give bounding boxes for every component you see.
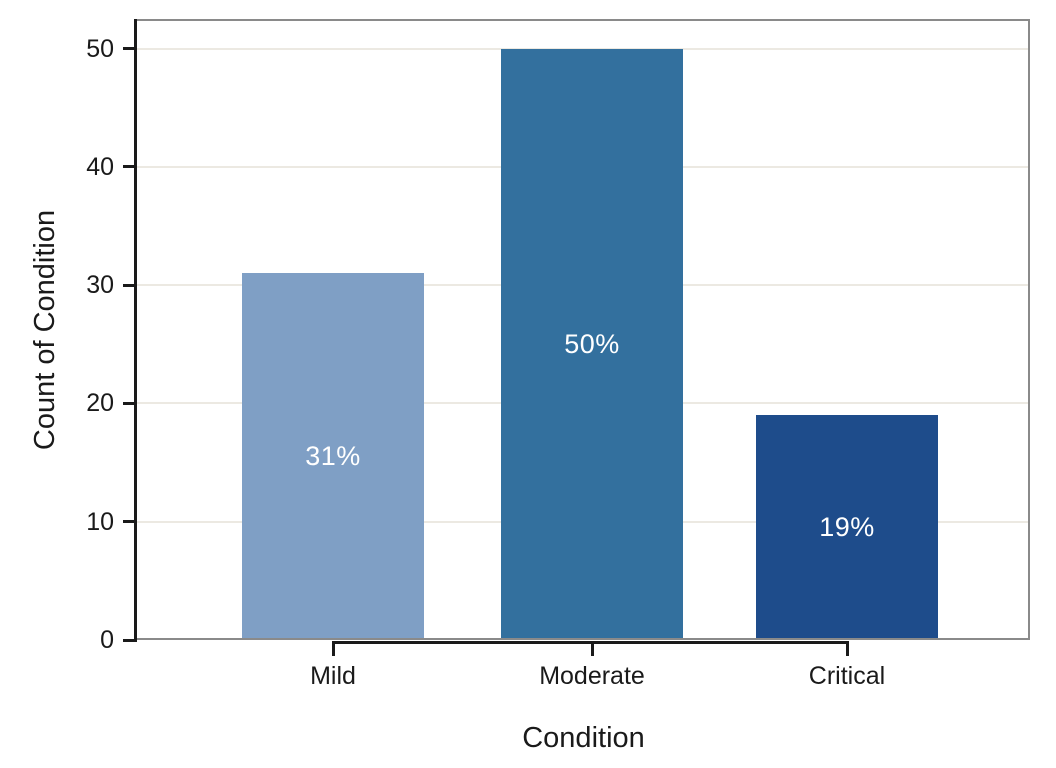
y-axis-line (134, 19, 137, 641)
x-axis-title: Condition (522, 722, 645, 754)
y-tick-label-20: 20 (86, 389, 114, 418)
x-axis-line (331, 641, 849, 644)
y-tick-label-10: 10 (86, 507, 114, 536)
y-axis-title: Count of Condition (29, 209, 61, 450)
bar-value-label: 50% (564, 329, 620, 359)
x-tick-label-critical: Critical (808, 662, 886, 690)
bar-moderate: 50% (501, 49, 683, 640)
bar-value-label: 31% (305, 441, 361, 471)
x-tick-critical (845, 641, 849, 656)
x-tick-mild (331, 641, 335, 656)
bar-mild: 31% (242, 273, 424, 640)
x-tick-label-moderate: Moderate (539, 662, 645, 690)
gridline-50 (137, 47, 1030, 50)
y-tick-label-50: 50 (86, 34, 114, 63)
bar-value-label: 19% (819, 512, 875, 542)
y-tick-20 (123, 401, 137, 405)
y-tick-10 (123, 520, 137, 524)
y-tick-30 (123, 283, 137, 287)
x-tick-label-mild: Mild (310, 662, 356, 690)
bar-critical: 19% (756, 415, 938, 640)
y-tick-label-0: 0 (100, 626, 114, 654)
y-tick-50 (123, 47, 137, 51)
y-tick-0 (123, 638, 137, 642)
y-tick-40 (123, 165, 137, 169)
y-tick-label-40: 40 (86, 152, 114, 181)
x-tick-moderate (590, 641, 594, 656)
y-tick-label-30: 30 (86, 271, 114, 300)
